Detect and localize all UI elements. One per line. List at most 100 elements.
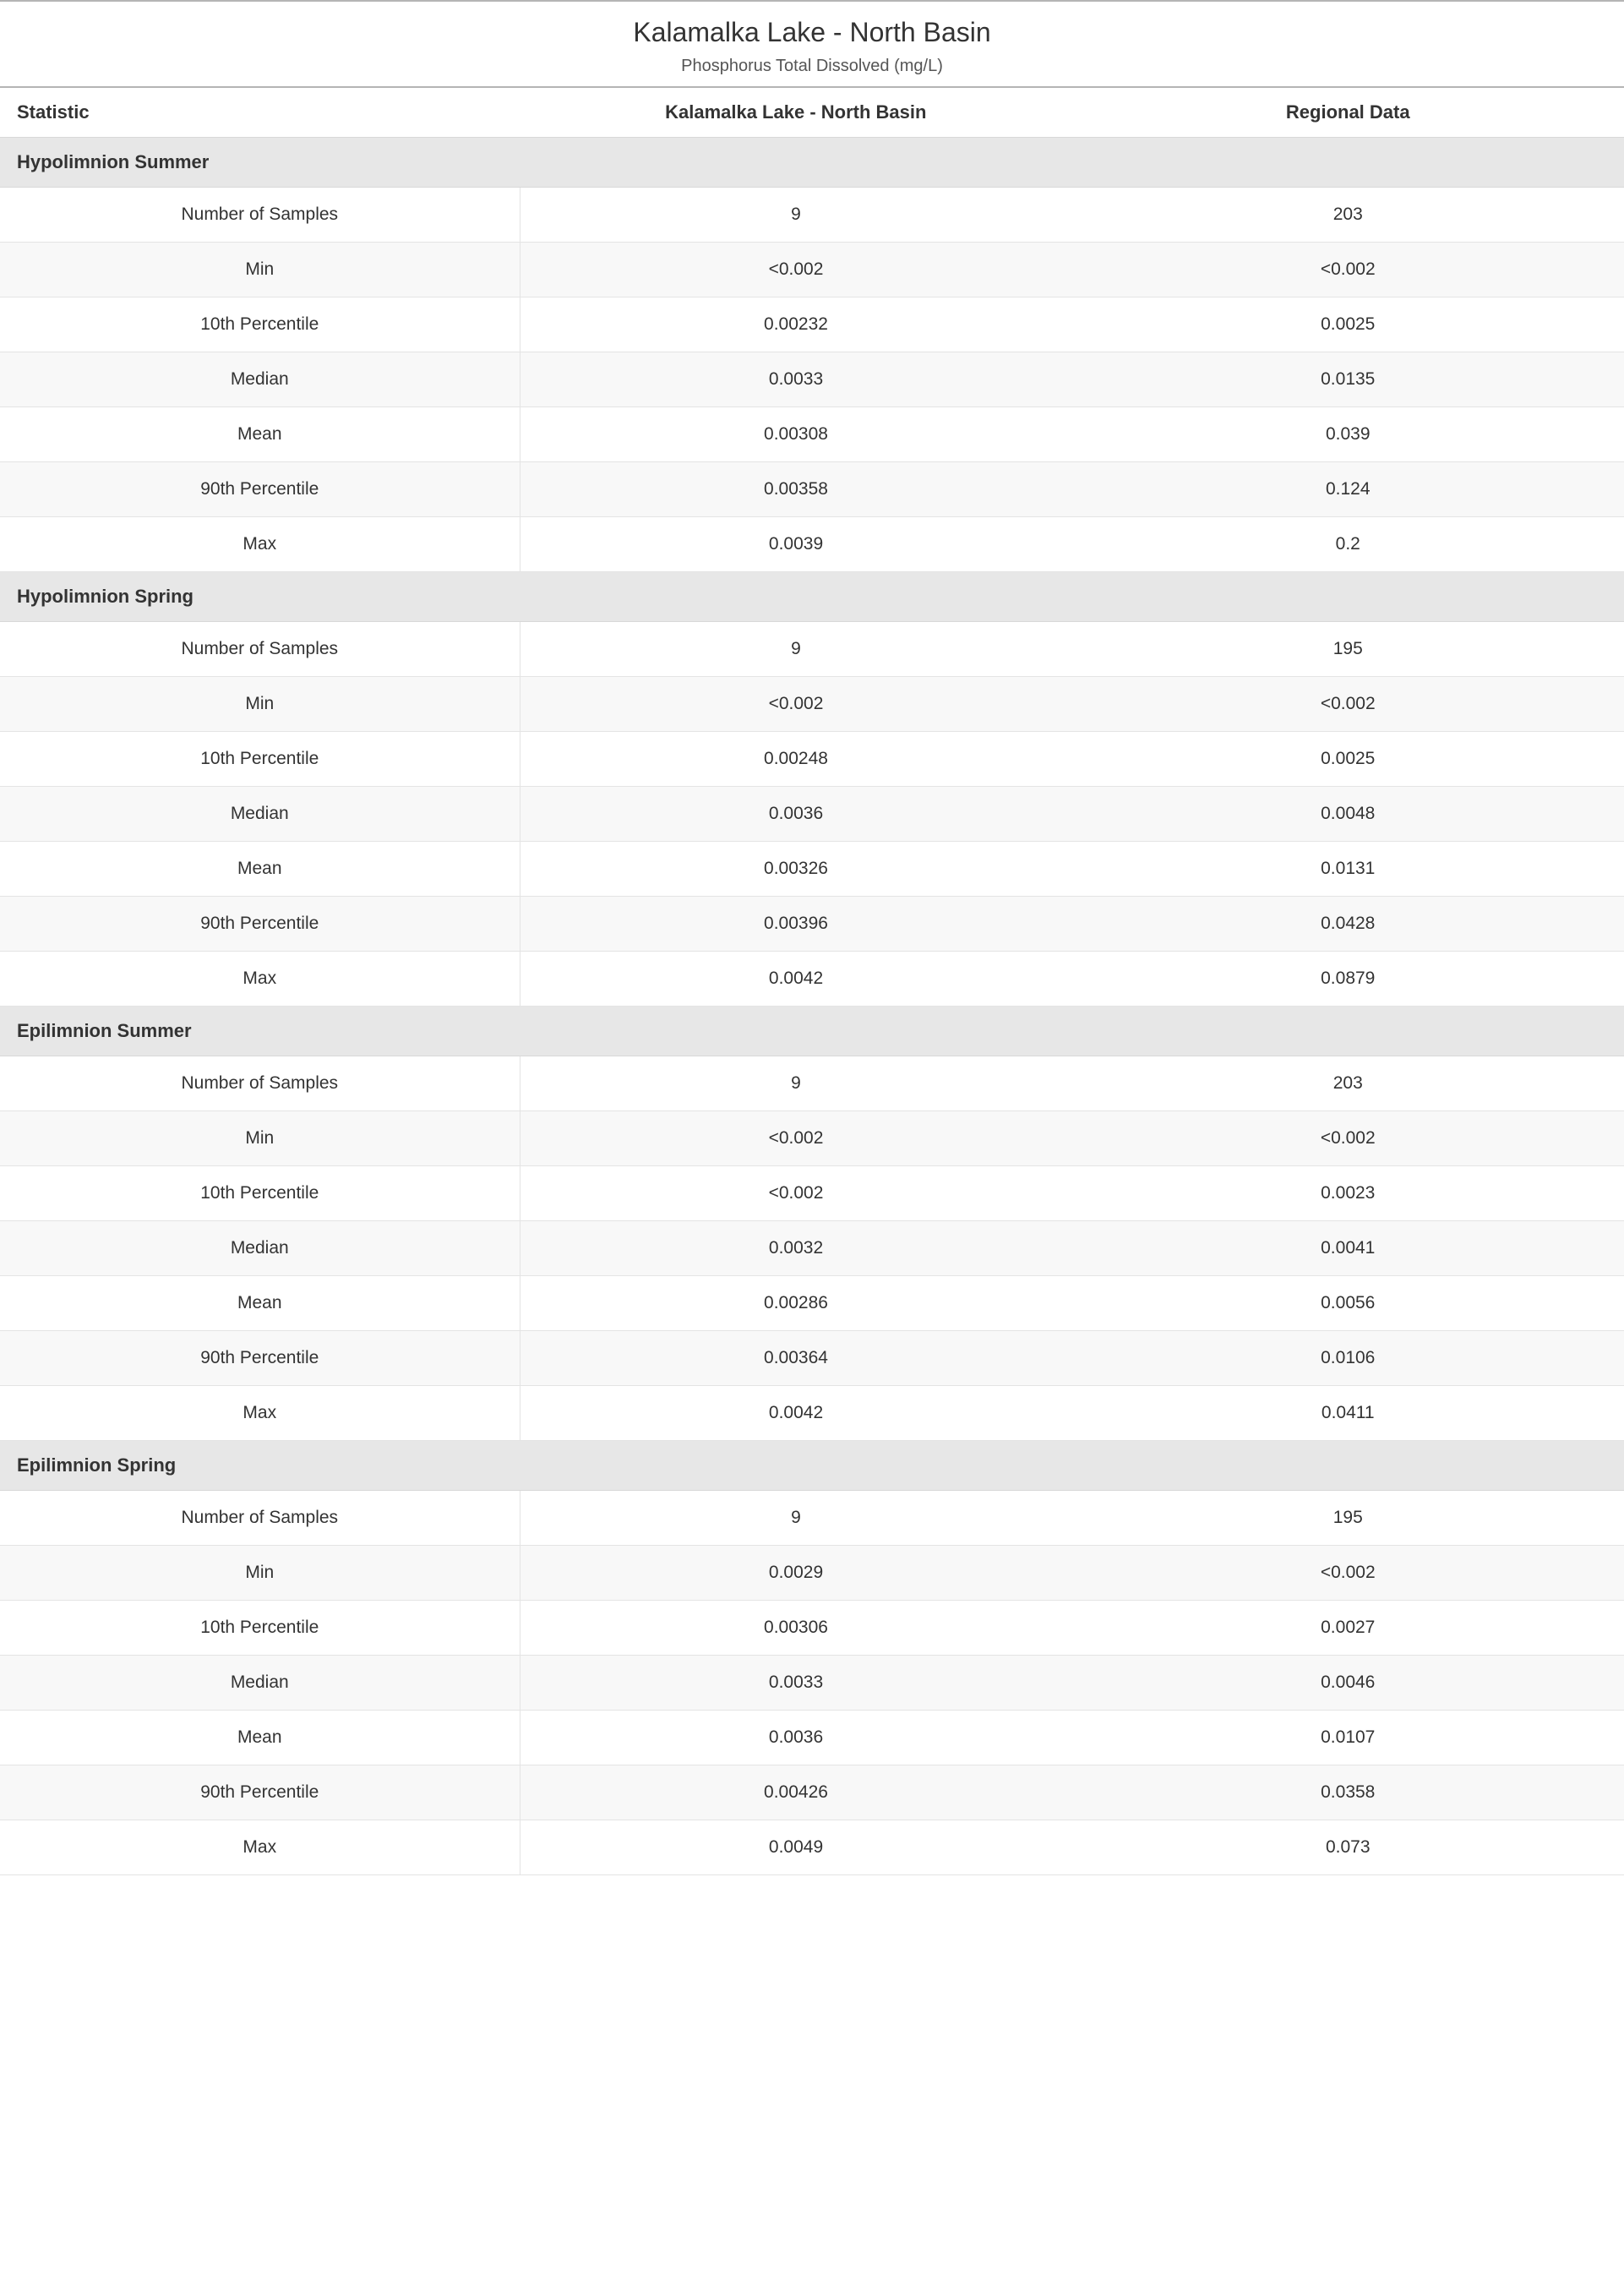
regional-value: 0.0135 — [1072, 352, 1624, 407]
site-value: <0.002 — [520, 1166, 1071, 1221]
regional-value: 0.2 — [1072, 517, 1624, 572]
table-row: 10th Percentile0.002320.0025 — [0, 297, 1624, 352]
site-value: 0.0039 — [520, 517, 1071, 572]
stat-label: Min — [0, 677, 520, 732]
section-header: Hypolimnion Spring — [0, 572, 1624, 622]
regional-value: 0.0428 — [1072, 897, 1624, 952]
table-row: Mean0.003260.0131 — [0, 842, 1624, 897]
stat-label: Mean — [0, 407, 520, 462]
regional-value: 0.0879 — [1072, 952, 1624, 1007]
site-value: 9 — [520, 1056, 1071, 1111]
site-value: <0.002 — [520, 243, 1071, 297]
regional-value: 0.0107 — [1072, 1711, 1624, 1765]
table-header-row: Statistic Kalamalka Lake - North Basin R… — [0, 87, 1624, 138]
stat-label: 90th Percentile — [0, 1331, 520, 1386]
site-value: 0.00286 — [520, 1276, 1071, 1331]
regional-value: 0.0041 — [1072, 1221, 1624, 1276]
site-value: 0.00396 — [520, 897, 1071, 952]
table-row: 10th Percentile0.003060.0027 — [0, 1601, 1624, 1656]
stat-label: 90th Percentile — [0, 462, 520, 517]
table-row: Number of Samples9203 — [0, 1056, 1624, 1111]
site-value: 9 — [520, 1491, 1071, 1546]
regional-value: 0.0025 — [1072, 297, 1624, 352]
stat-label: Number of Samples — [0, 1056, 520, 1111]
stat-label: 10th Percentile — [0, 1601, 520, 1656]
stat-label: Max — [0, 1386, 520, 1441]
site-value: 0.0042 — [520, 1386, 1071, 1441]
table-row: Min<0.002<0.002 — [0, 243, 1624, 297]
section-title: Hypolimnion Summer — [0, 138, 1624, 188]
site-value: 0.00308 — [520, 407, 1071, 462]
stat-label: 10th Percentile — [0, 297, 520, 352]
stat-label: Number of Samples — [0, 188, 520, 243]
stat-label: 90th Percentile — [0, 1765, 520, 1820]
section-title: Epilimnion Spring — [0, 1441, 1624, 1491]
table-row: Max0.00490.073 — [0, 1820, 1624, 1875]
stat-label: Max — [0, 517, 520, 572]
stat-label: Max — [0, 1820, 520, 1875]
table-row: Median0.00330.0135 — [0, 352, 1624, 407]
regional-value: 0.124 — [1072, 462, 1624, 517]
regional-value: <0.002 — [1072, 1111, 1624, 1166]
regional-value: <0.002 — [1072, 243, 1624, 297]
stat-label: 90th Percentile — [0, 897, 520, 952]
stat-label: Number of Samples — [0, 622, 520, 677]
col-header-statistic: Statistic — [0, 87, 520, 138]
stat-label: Min — [0, 243, 520, 297]
stat-label: Number of Samples — [0, 1491, 520, 1546]
table-row: 90th Percentile0.004260.0358 — [0, 1765, 1624, 1820]
section-title: Epilimnion Summer — [0, 1007, 1624, 1056]
site-value: <0.002 — [520, 1111, 1071, 1166]
site-value: 0.00232 — [520, 297, 1071, 352]
regional-value: 203 — [1072, 188, 1624, 243]
table-row: 90th Percentile0.003960.0428 — [0, 897, 1624, 952]
title-section: Kalamalka Lake - North Basin Phosphorus … — [0, 2, 1624, 86]
regional-value: 0.0046 — [1072, 1656, 1624, 1711]
regional-value: 195 — [1072, 622, 1624, 677]
table-row: Median0.00320.0041 — [0, 1221, 1624, 1276]
table-row: Number of Samples9195 — [0, 1491, 1624, 1546]
section-header: Epilimnion Summer — [0, 1007, 1624, 1056]
table-row: Mean0.00360.0107 — [0, 1711, 1624, 1765]
regional-value: 0.0056 — [1072, 1276, 1624, 1331]
regional-value: 0.0106 — [1072, 1331, 1624, 1386]
section-title: Hypolimnion Spring — [0, 572, 1624, 622]
stat-label: 10th Percentile — [0, 1166, 520, 1221]
regional-value: 0.0025 — [1072, 732, 1624, 787]
regional-value: 0.0131 — [1072, 842, 1624, 897]
site-value: 0.0036 — [520, 787, 1071, 842]
site-value: 0.0033 — [520, 352, 1071, 407]
regional-value: <0.002 — [1072, 1546, 1624, 1601]
page-title: Kalamalka Lake - North Basin — [0, 17, 1624, 48]
table-row: Number of Samples9195 — [0, 622, 1624, 677]
table-row: 90th Percentile0.003640.0106 — [0, 1331, 1624, 1386]
stat-label: Median — [0, 1656, 520, 1711]
stat-label: Median — [0, 787, 520, 842]
table-row: Mean0.002860.0056 — [0, 1276, 1624, 1331]
section-header: Hypolimnion Summer — [0, 138, 1624, 188]
regional-value: 0.0358 — [1072, 1765, 1624, 1820]
stat-label: Mean — [0, 1276, 520, 1331]
table-row: Median0.00330.0046 — [0, 1656, 1624, 1711]
stat-label: Mean — [0, 842, 520, 897]
site-value: <0.002 — [520, 677, 1071, 732]
section-header: Epilimnion Spring — [0, 1441, 1624, 1491]
site-value: 0.00306 — [520, 1601, 1071, 1656]
site-value: 9 — [520, 188, 1071, 243]
table-row: Min<0.002<0.002 — [0, 677, 1624, 732]
site-value: 0.00326 — [520, 842, 1071, 897]
stat-label: Min — [0, 1111, 520, 1166]
table-row: Number of Samples9203 — [0, 188, 1624, 243]
stats-table: Statistic Kalamalka Lake - North Basin R… — [0, 86, 1624, 1875]
site-value: 0.0042 — [520, 952, 1071, 1007]
table-row: Min0.0029<0.002 — [0, 1546, 1624, 1601]
col-header-regional: Regional Data — [1072, 87, 1624, 138]
site-value: 9 — [520, 622, 1071, 677]
page-subtitle: Phosphorus Total Dissolved (mg/L) — [0, 57, 1624, 76]
stat-label: Median — [0, 1221, 520, 1276]
regional-value: 0.073 — [1072, 1820, 1624, 1875]
regional-value: 203 — [1072, 1056, 1624, 1111]
site-value: 0.00426 — [520, 1765, 1071, 1820]
site-value: 0.0032 — [520, 1221, 1071, 1276]
site-value: 0.0049 — [520, 1820, 1071, 1875]
